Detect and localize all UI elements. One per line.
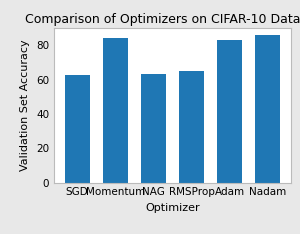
Title: Comparison of Optimizers on CIFAR-10 Dataset: Comparison of Optimizers on CIFAR-10 Dat… — [25, 13, 300, 26]
Bar — [255, 35, 280, 183]
Bar — [179, 71, 204, 183]
Bar — [217, 40, 242, 183]
Bar — [65, 75, 90, 183]
Bar — [141, 74, 166, 183]
Bar — [103, 38, 128, 183]
Y-axis label: Validation Set Accuracy: Validation Set Accuracy — [20, 40, 31, 171]
X-axis label: Optimizer: Optimizer — [145, 203, 200, 213]
